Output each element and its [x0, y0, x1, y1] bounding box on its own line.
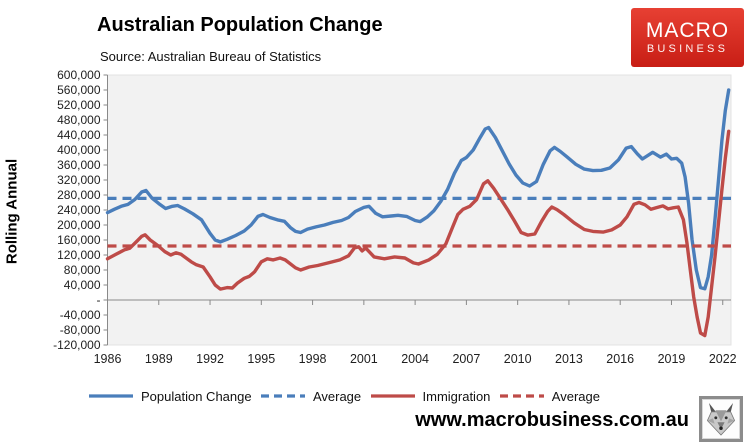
- population-change-line: [105, 88, 731, 291]
- legend-label: Average: [551, 388, 600, 404]
- x-tick-label: 1992: [196, 352, 224, 366]
- x-tick-label: 2004: [401, 352, 429, 366]
- legend-line-sample: [89, 394, 133, 398]
- series: [105, 88, 731, 338]
- x-tick-label: 1995: [247, 352, 275, 366]
- legend-label: Population Change: [141, 388, 252, 404]
- y-tick-label: -40,000: [60, 308, 101, 322]
- immigration-line: [105, 129, 731, 338]
- x-tick-label: 2001: [350, 352, 378, 366]
- y-tick-label: 160,000: [57, 233, 101, 247]
- x-tick-label: 1998: [299, 352, 327, 366]
- y-tick-label: 440,000: [57, 128, 101, 142]
- chart-title: Australian Population Change: [97, 14, 383, 36]
- website-url[interactable]: www.macrobusiness.com.au: [415, 409, 689, 431]
- logo-word-macro: MACRO: [645, 18, 730, 42]
- wolf-logo: [699, 396, 743, 442]
- legend-item-average-3[interactable]: Average: [499, 389, 600, 404]
- y-tick-label: 40,000: [64, 278, 101, 292]
- plot-area: [107, 74, 732, 346]
- x-tick-label: 2022: [709, 352, 737, 366]
- legend-line-sample: [260, 394, 305, 398]
- y-tick-label: 280,000: [57, 188, 101, 202]
- y-tick-label: 120,000: [57, 248, 101, 262]
- chart-source: Source: Australian Bureau of Statistics: [100, 49, 322, 64]
- y-tick-label: 520,000: [57, 98, 101, 112]
- y-tick-label: 320,000: [57, 173, 101, 187]
- y-tick-label: 240,000: [57, 203, 101, 217]
- wolf-icon: [706, 403, 736, 436]
- y-tick-label: 480,000: [57, 113, 101, 127]
- y-tick-label: 400,000: [57, 143, 101, 157]
- y-tick-label: -: [97, 293, 101, 307]
- legend-line-sample: [370, 394, 415, 398]
- legend-item-population-change-0[interactable]: Population Change: [88, 389, 252, 404]
- x-tick-label: 2013: [555, 352, 583, 366]
- x-tick-label: 2016: [606, 352, 634, 366]
- legend-label: Average: [312, 388, 362, 404]
- y-axis: 600,000560,000520,000480,000440,000400,0…: [53, 68, 108, 352]
- chart-legend: Population Change Average Immigration Avera…: [88, 386, 600, 406]
- logo-word-business: BUSINESS: [646, 42, 729, 55]
- y-tick-label: 80,000: [64, 263, 101, 277]
- x-tick-label: 2010: [504, 352, 532, 366]
- legend-item-immigration-2[interactable]: Immigration: [370, 388, 491, 404]
- macrobusiness-logo: MACRO BUSINESS: [631, 8, 744, 67]
- x-tick-label: 1989: [145, 352, 173, 366]
- y-tick-label: 360,000: [57, 158, 101, 172]
- y-tick-label: -80,000: [60, 323, 101, 337]
- legend-line-sample: [499, 394, 544, 398]
- x-axis: 1986 1989 1992 1995 1998 2001 2004 2007 2010 2013…: [94, 299, 737, 366]
- y-tick-label: 600,000: [57, 68, 101, 82]
- x-tick-label: 2007: [452, 352, 480, 366]
- x-tick-label: 1986: [94, 352, 122, 366]
- x-tick-label: 2019: [658, 352, 686, 366]
- y-tick-label: -120,000: [53, 338, 101, 352]
- legend-item-average-1[interactable]: Average: [260, 389, 361, 404]
- legend-label: Immigration: [422, 388, 491, 404]
- y-tick-label: 200,000: [57, 218, 101, 232]
- y-tick-label: 560,000: [57, 83, 101, 97]
